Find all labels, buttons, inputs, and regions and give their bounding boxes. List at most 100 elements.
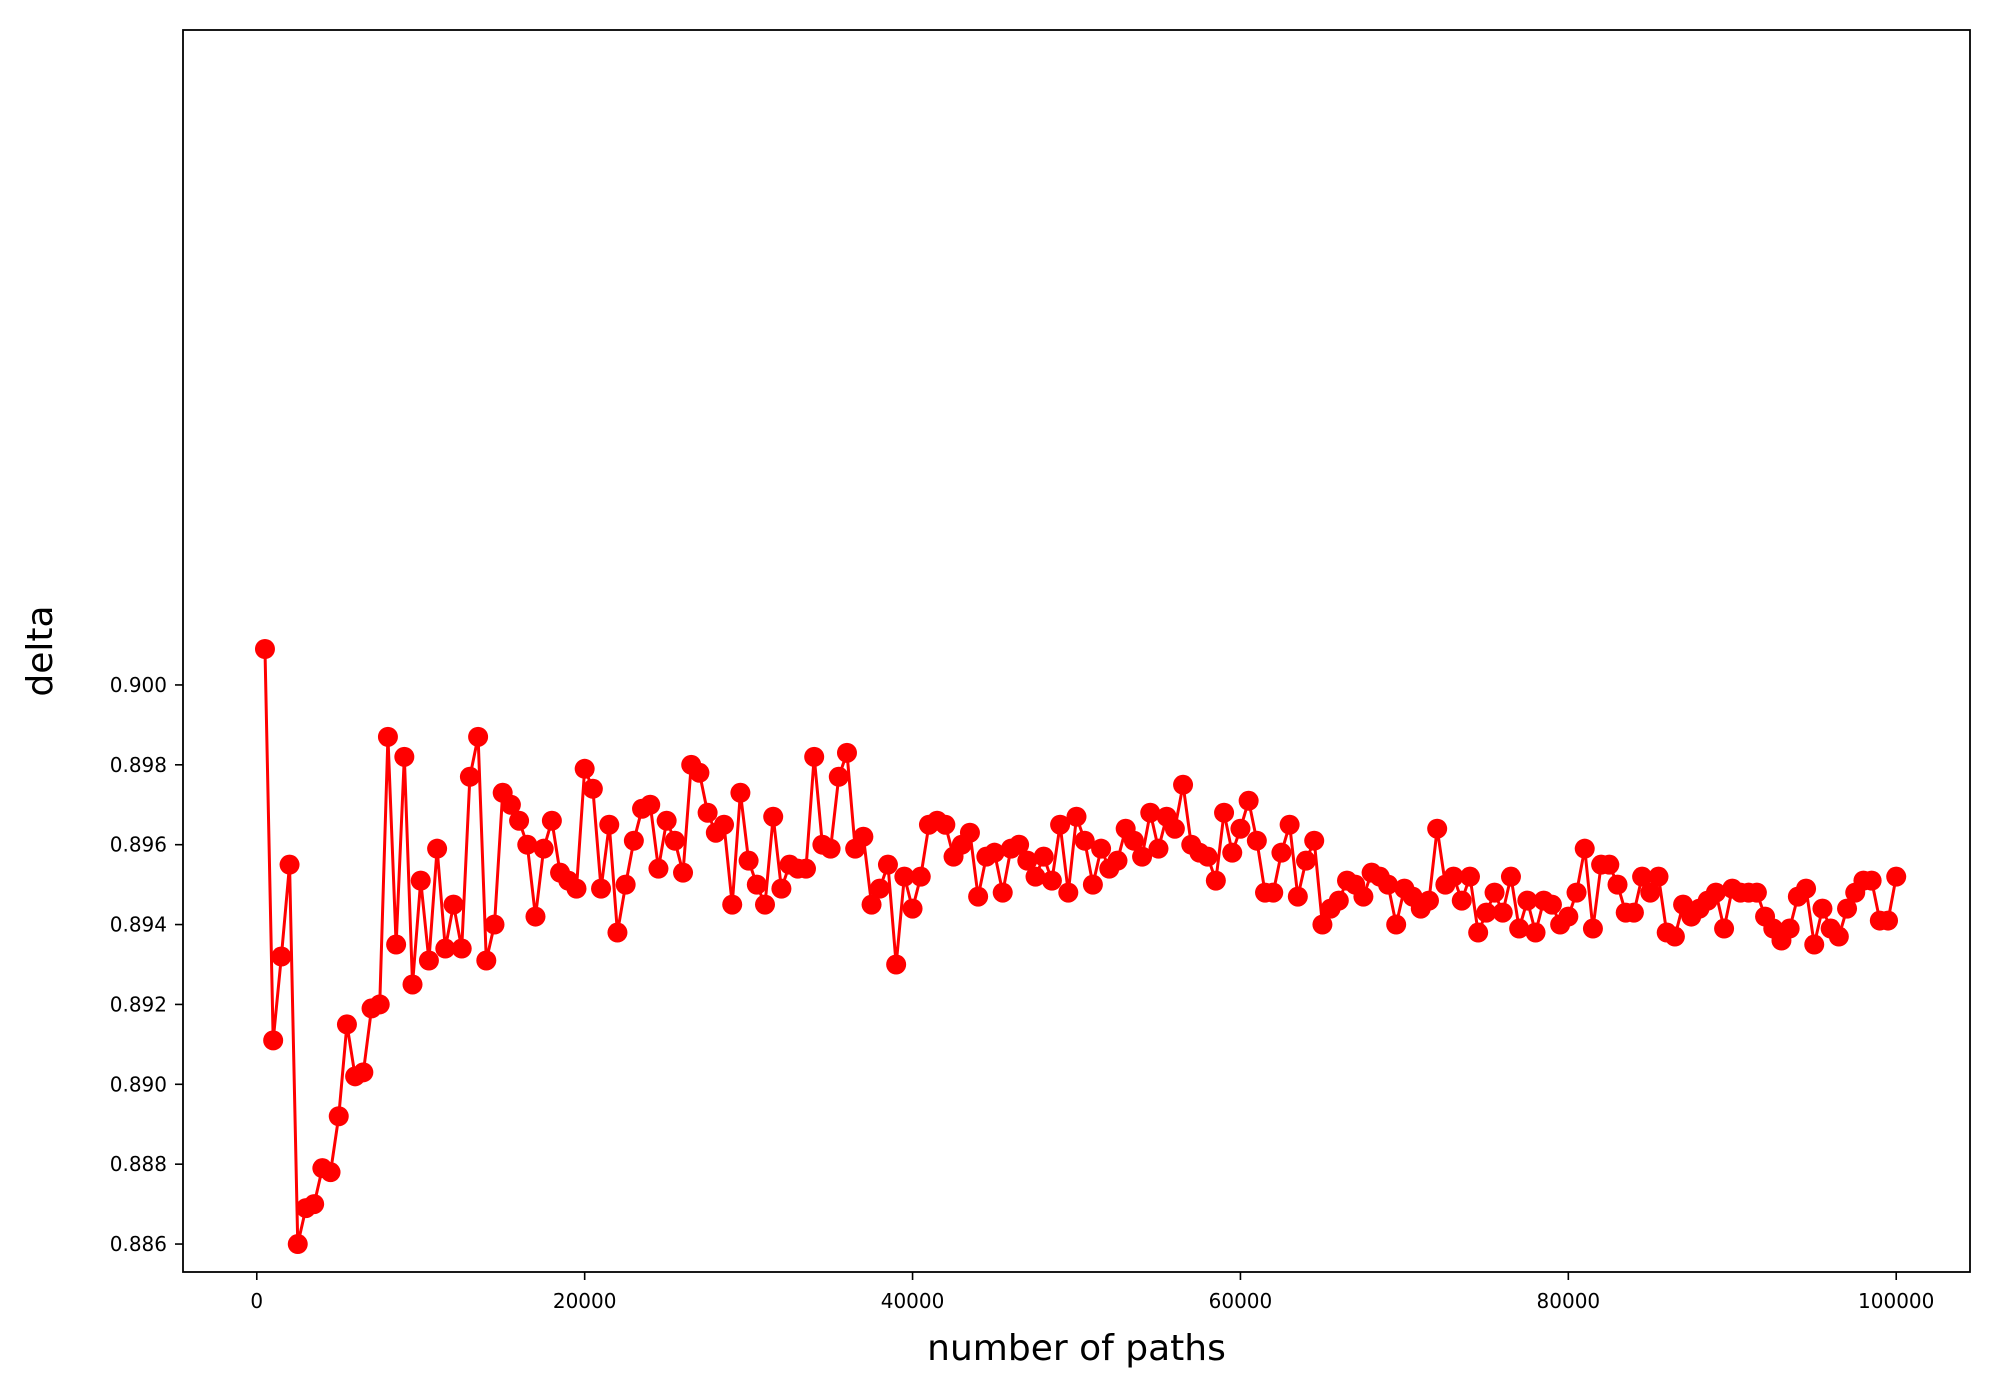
data-point: [254, 639, 275, 659]
data-point: [451, 938, 472, 959]
data-point: [1173, 774, 1194, 795]
data-point: [795, 858, 816, 879]
data-point: [1197, 846, 1218, 867]
data-point: [459, 766, 480, 787]
data-point: [656, 810, 677, 831]
plot-frame: [182, 29, 1971, 1273]
data-point: [533, 838, 554, 859]
data-point: [861, 894, 882, 915]
data-point: [1648, 866, 1669, 887]
x-tick-label: 100000: [1858, 1289, 1934, 1313]
data-point: [730, 782, 751, 803]
data-point: [935, 814, 956, 835]
data-point: [763, 806, 784, 827]
data-point: [1214, 802, 1235, 823]
data-point: [386, 934, 407, 955]
data-point: [427, 838, 448, 859]
data-point: [320, 1162, 341, 1183]
x-tick-label: 20000: [553, 1289, 617, 1313]
data-point: [968, 886, 989, 907]
data-point: [369, 994, 390, 1015]
data-point: [1886, 866, 1907, 887]
x-tick-label: 0: [250, 1289, 263, 1313]
data-point: [615, 874, 636, 895]
data-point: [607, 922, 628, 943]
data-point: [1632, 866, 1653, 887]
data-point: [1664, 926, 1685, 947]
data-point: [1238, 790, 1259, 811]
data-point: [689, 762, 710, 783]
data-point: [1558, 906, 1579, 927]
data-point: [992, 882, 1013, 903]
data-point: [1328, 890, 1349, 911]
data-point: [394, 746, 415, 767]
data-point: [1484, 882, 1505, 903]
data-point: [517, 834, 538, 855]
data-point: [1033, 846, 1054, 867]
x-tick-label: 40000: [881, 1289, 945, 1313]
data-point: [1066, 806, 1087, 827]
data-point: [1091, 838, 1112, 859]
data-point: [271, 946, 292, 967]
data-point: [509, 810, 530, 831]
data-point: [1468, 922, 1489, 943]
data-point: [418, 950, 439, 971]
data-point: [1459, 866, 1480, 887]
data-point: [1009, 834, 1030, 855]
data-point: [722, 894, 743, 915]
data-point: [853, 826, 874, 847]
data-point: [714, 814, 735, 835]
data-point: [738, 850, 759, 871]
data-point: [1574, 838, 1595, 859]
data-point: [1861, 870, 1882, 891]
data-point: [1017, 850, 1038, 871]
data-point: [304, 1194, 325, 1215]
data-point: [877, 854, 898, 875]
data-point: [755, 894, 775, 915]
y-tick-label: 0.886: [110, 1232, 167, 1256]
data-point: [353, 1062, 374, 1083]
data-point: [279, 854, 300, 875]
data-point: [1353, 886, 1374, 907]
data-point: [836, 742, 857, 763]
data-point: [1443, 866, 1464, 887]
data-point: [1107, 850, 1128, 871]
x-axis-title: number of paths: [927, 1328, 1226, 1369]
data-point: [402, 974, 423, 995]
data-point: [910, 866, 931, 887]
data-point: [1378, 874, 1398, 895]
data-point: [746, 874, 767, 895]
data-point: [500, 794, 521, 815]
data-point: [894, 866, 915, 887]
data-point: [1812, 898, 1833, 919]
data-point: [443, 894, 464, 915]
data-point: [984, 842, 1005, 863]
data-point: [1779, 918, 1800, 939]
data-point: [820, 838, 841, 859]
data-point: [640, 794, 661, 815]
data-point: [1050, 814, 1071, 835]
data-point: [1296, 850, 1317, 871]
data-point: [1582, 918, 1603, 939]
data-point: [664, 830, 685, 851]
data-point: [566, 878, 587, 899]
data-point: [599, 814, 620, 835]
data-point: [410, 870, 431, 891]
data-point: [673, 862, 694, 883]
x-tick-label: 60000: [1209, 1289, 1273, 1313]
data-point: [1828, 926, 1849, 947]
data-point: [1123, 830, 1144, 851]
data-point: [1878, 910, 1899, 931]
data-point: [1705, 882, 1726, 903]
data-point: [1525, 922, 1546, 943]
data-point: [1476, 902, 1497, 923]
data-point: [541, 810, 562, 831]
data-point: [697, 802, 718, 823]
x-axis: 0 20000 40000 60000 80000 100000: [250, 1272, 1934, 1313]
data-point: [1427, 818, 1448, 839]
data-point: [1025, 866, 1046, 887]
data-point: [1599, 854, 1620, 875]
data-point: [1623, 902, 1644, 923]
